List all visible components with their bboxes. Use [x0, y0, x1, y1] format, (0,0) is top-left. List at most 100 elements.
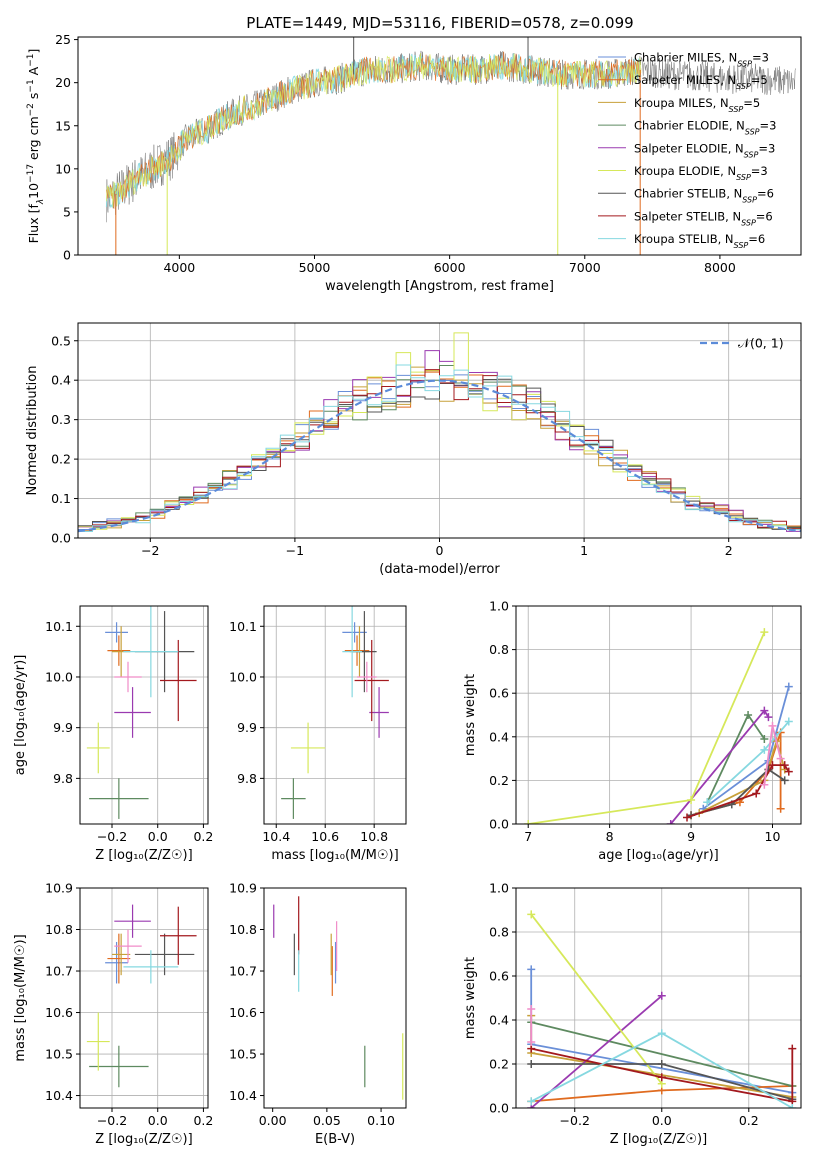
residuals-panel: −2 −1 0 1 2 0.0 0.1 0.2 0.3 0.4 0.5 (data-model)/er…	[25, 322, 802, 577]
legend-entry: Salpeter MILES, NSSP=5	[634, 73, 768, 91]
y-tick-label: 0.2	[51, 452, 71, 467]
plus-marker	[760, 780, 769, 789]
plus-marker	[527, 1097, 536, 1106]
legend-sub: SSP	[736, 82, 751, 91]
weight-series-line	[531, 1047, 794, 1103]
legend-entry: Chabrier MILES, NSSP=3	[634, 51, 769, 69]
y-tick-label: 0.4	[489, 1013, 509, 1028]
y-tick-label: 0.2	[489, 1057, 509, 1072]
legend-sub: SSP	[736, 173, 751, 182]
legend-entry: Kroupa STELIB, NSSP=6	[634, 232, 765, 250]
x-axis-label: wavelength [Angstrom, rest frame]	[325, 279, 554, 294]
y-tick-label: 5	[63, 204, 71, 219]
x-axis-label: Z [log₁₀(Z/Z☉)]	[95, 1132, 192, 1147]
y-label-part: −1	[26, 54, 36, 67]
plus-marker	[666, 820, 675, 824]
x-tick-label: 10.6	[311, 829, 339, 844]
legend-label: Chabrier STELIB, N	[634, 187, 742, 201]
legend-sub: SSP	[729, 104, 744, 113]
y-tick-label: 0.1	[51, 491, 71, 506]
legend-suffix: =6	[748, 232, 765, 246]
x-tick-label: 0	[436, 543, 444, 558]
legend-label: Salpeter ELODIE, N	[634, 141, 744, 155]
legend-suffix: =5	[751, 73, 768, 87]
x-tick-label: −1	[286, 543, 304, 558]
plus-marker	[703, 798, 712, 807]
legend-entry: 𝒩(0, 1)	[738, 336, 784, 351]
spectrum-y-axis-label: Flux [fλ10−17 erg cm−2 s−1 A−1]	[26, 49, 46, 244]
x-tick-label: 5000	[299, 260, 331, 275]
plus-marker	[788, 1104, 797, 1108]
x-tick-label: 0.2	[739, 1113, 759, 1128]
y-axis-label: mass [log₁₀(M/M☉)]	[13, 934, 28, 1061]
plus-marker	[752, 789, 761, 798]
y-axis-label: mass weight	[463, 674, 478, 756]
plot-area	[273, 896, 404, 1100]
y-tick-label: 10.7	[229, 964, 257, 979]
plus-marker	[764, 713, 773, 722]
legend-entry: Chabrier ELODIE, NSSP=3	[634, 119, 776, 137]
plus-marker	[744, 711, 753, 719]
plus-marker	[780, 761, 789, 770]
plus-marker	[760, 734, 769, 743]
y-tick-label: 10.6	[45, 1005, 73, 1020]
plus-marker	[788, 1044, 797, 1053]
plus-marker	[784, 717, 793, 726]
legend-label: Kroupa MILES, N	[634, 96, 729, 110]
x-axis-label: E(B-V)	[315, 1132, 355, 1147]
plus-marker	[776, 754, 785, 763]
y-tick-label: 10.8	[45, 922, 73, 937]
normal-curve	[78, 379, 801, 533]
plus-marker	[784, 767, 793, 776]
x-axis-label: Z [log₁₀(Z/Z☉)]	[610, 1132, 707, 1147]
plus-marker	[524, 820, 533, 824]
weight-vs-age-panel: 7 8 9 10 0.0 0.2 0.4 0.6 0.8 1.0 age [log₁₀(age/yr…	[463, 599, 802, 863]
y-tick-label: 10.9	[45, 881, 73, 896]
x-tick-label: 0.05	[313, 1113, 341, 1128]
y-tick-label: 0.2	[489, 773, 509, 788]
x-axis-label: mass [log₁₀(M/M☉)]	[271, 848, 398, 863]
x-tick-label: −0.2	[97, 829, 127, 844]
x-tick-label: −0.2	[97, 1113, 127, 1128]
y-tick-label: 10.4	[45, 1088, 73, 1103]
y-tick-label: 1.0	[489, 599, 509, 614]
x-tick-label: −0.2	[560, 1113, 590, 1128]
legend-suffix: =6	[757, 187, 774, 201]
legend-suffix: =5	[743, 96, 760, 110]
x-tick-label: −2	[141, 543, 159, 558]
x-tick-label: 0.10	[367, 1113, 395, 1128]
weight-vs-z-panel: −0.2 0.0 0.2 0.0 0.2 0.4 0.6 0.8 1.0 Z [log₁₀(Z/Z…	[463, 881, 802, 1147]
y-axis-label: Normed distribution	[25, 366, 40, 496]
x-tick-label: 6000	[434, 260, 466, 275]
plus-marker	[527, 1060, 536, 1068]
plot-area	[281, 606, 389, 819]
x-tick-label: 0.0	[652, 1113, 672, 1128]
plus-marker	[760, 628, 769, 637]
x-tick-label: 2	[725, 543, 733, 558]
plot-area	[78, 332, 801, 533]
axes-frame	[515, 605, 802, 825]
plus-marker	[780, 776, 789, 785]
x-tick-label: 4000	[163, 260, 195, 275]
y-label-part: A	[26, 66, 41, 79]
x-tick-label: 10.8	[360, 829, 388, 844]
legend-sub: SSP	[737, 59, 752, 68]
y-tick-label: 0.0	[51, 531, 71, 546]
axes-frame	[263, 887, 407, 1109]
plot-area	[105, 37, 796, 255]
plus-marker	[657, 1060, 666, 1068]
y-tick-label: 10.6	[229, 1005, 257, 1020]
y-label-part: Flux [f	[26, 204, 41, 244]
y-tick-label: 20	[55, 75, 71, 90]
spectrum-title: PLATE=1449, MJD=53116, FIBERID=0578, z=0…	[246, 14, 633, 32]
plot-area	[86, 904, 197, 1088]
y-tick-label: 0.4	[489, 729, 509, 744]
mass-vs-z-panel: −0.2 0.0 0.2 10.4 10.5 10.6 10.7 10.8 10.9 Z [log…	[13, 881, 213, 1148]
legend-entry: Kroupa MILES, NSSP=5	[634, 96, 760, 114]
plus-marker	[776, 804, 785, 813]
y-tick-label: 25	[55, 32, 71, 47]
y-tick-label: 0.5	[51, 333, 71, 348]
x-axis-label: Z [log₁₀(Z/Z☉)]	[95, 848, 192, 863]
x-tick-label: 1	[580, 543, 588, 558]
